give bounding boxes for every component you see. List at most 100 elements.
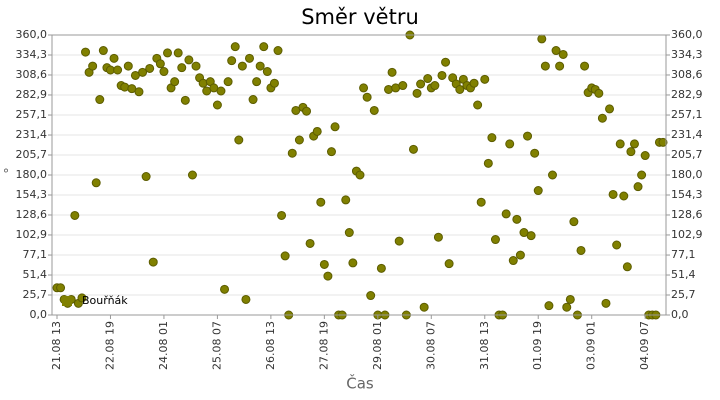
point <box>302 106 312 116</box>
point <box>512 214 522 224</box>
point <box>569 217 579 227</box>
point <box>547 170 557 180</box>
point <box>312 126 322 136</box>
point <box>241 294 251 304</box>
y2-tick-label: 360,0 <box>671 28 703 41</box>
point <box>273 46 283 56</box>
point <box>255 61 265 71</box>
point <box>394 236 404 246</box>
point <box>619 191 629 201</box>
point <box>487 133 497 143</box>
x-tick-label: 03.09 01 <box>585 321 598 370</box>
point <box>287 148 297 158</box>
y2-tick-label: 25,7 <box>671 288 696 301</box>
x-tick-label: 04.09 07 <box>638 321 651 370</box>
y-tick-label: 257,1 <box>16 108 48 121</box>
x-tick-label: 25.08 07 <box>210 321 223 370</box>
y2-tick-label: 0,0 <box>671 308 689 321</box>
point <box>191 61 201 71</box>
x-tick-label: 27.08 19 <box>317 321 330 370</box>
point <box>558 49 568 59</box>
point <box>508 256 518 266</box>
point <box>612 240 622 250</box>
y-tick-label: 205,7 <box>16 148 48 161</box>
point <box>56 283 66 293</box>
y2-tick-label: 257,1 <box>671 108 703 121</box>
point <box>81 47 91 57</box>
point <box>476 197 486 207</box>
point <box>326 147 336 157</box>
x-tick-label: 26.08 13 <box>264 321 277 370</box>
y2-tick-label: 128,6 <box>671 208 703 221</box>
point <box>323 271 333 281</box>
point <box>555 61 565 71</box>
legend-label: Bouřňák <box>82 294 128 307</box>
point <box>423 74 433 84</box>
point <box>341 195 351 205</box>
point <box>444 259 454 269</box>
point <box>430 81 440 91</box>
y2-tick-label: 334,3 <box>671 48 703 61</box>
point <box>433 232 443 242</box>
point <box>95 95 105 105</box>
point <box>134 87 144 97</box>
point <box>262 67 272 77</box>
point <box>615 139 625 149</box>
point <box>252 77 262 87</box>
point <box>629 139 639 149</box>
point <box>138 67 148 77</box>
point <box>437 70 447 80</box>
point <box>223 77 233 87</box>
x-axis-label: Čas <box>346 374 374 393</box>
point <box>580 61 590 71</box>
point <box>622 262 632 272</box>
y-tick-label: 128,6 <box>16 208 48 221</box>
point <box>412 88 422 98</box>
y2-tick-label: 154,3 <box>671 188 703 201</box>
point <box>633 182 643 192</box>
point <box>305 238 315 248</box>
point <box>230 42 240 52</box>
point <box>259 42 269 52</box>
y2-tick-label: 282,9 <box>671 88 703 101</box>
point <box>173 48 183 58</box>
point <box>480 74 490 84</box>
x-tick-label: 22.08 19 <box>103 321 116 370</box>
point <box>77 293 87 303</box>
point <box>533 186 543 196</box>
point <box>316 197 326 207</box>
point <box>227 56 237 66</box>
point <box>359 83 369 93</box>
point <box>597 113 607 123</box>
x-tick-label: 30.08 07 <box>424 321 437 370</box>
point <box>562 302 572 312</box>
point <box>369 105 379 115</box>
point <box>505 139 515 149</box>
point <box>469 78 479 88</box>
y-tick-label: 180,0 <box>16 168 48 181</box>
point <box>376 263 386 273</box>
point <box>344 228 354 238</box>
point <box>148 257 158 267</box>
y-tick-label: 25,7 <box>23 288 48 301</box>
point <box>626 147 636 157</box>
y-tick-label: 282,9 <box>16 88 48 101</box>
point <box>216 86 226 96</box>
point <box>416 79 426 89</box>
y2-tick-label: 308,6 <box>671 68 703 81</box>
point <box>408 144 418 154</box>
x-tick-label: 21.08 13 <box>50 321 63 370</box>
y2-tick-label: 102,9 <box>671 228 703 241</box>
point <box>515 250 525 260</box>
point <box>180 95 190 105</box>
y-tick-label: 231,4 <box>16 128 48 141</box>
point <box>319 259 329 269</box>
point <box>576 245 586 255</box>
point <box>601 298 611 308</box>
point <box>163 48 173 58</box>
point <box>88 61 98 71</box>
point <box>419 302 429 312</box>
y2-tick-label: 205,7 <box>671 148 703 161</box>
point <box>244 53 254 63</box>
y2-tick-label: 51,4 <box>671 268 696 281</box>
